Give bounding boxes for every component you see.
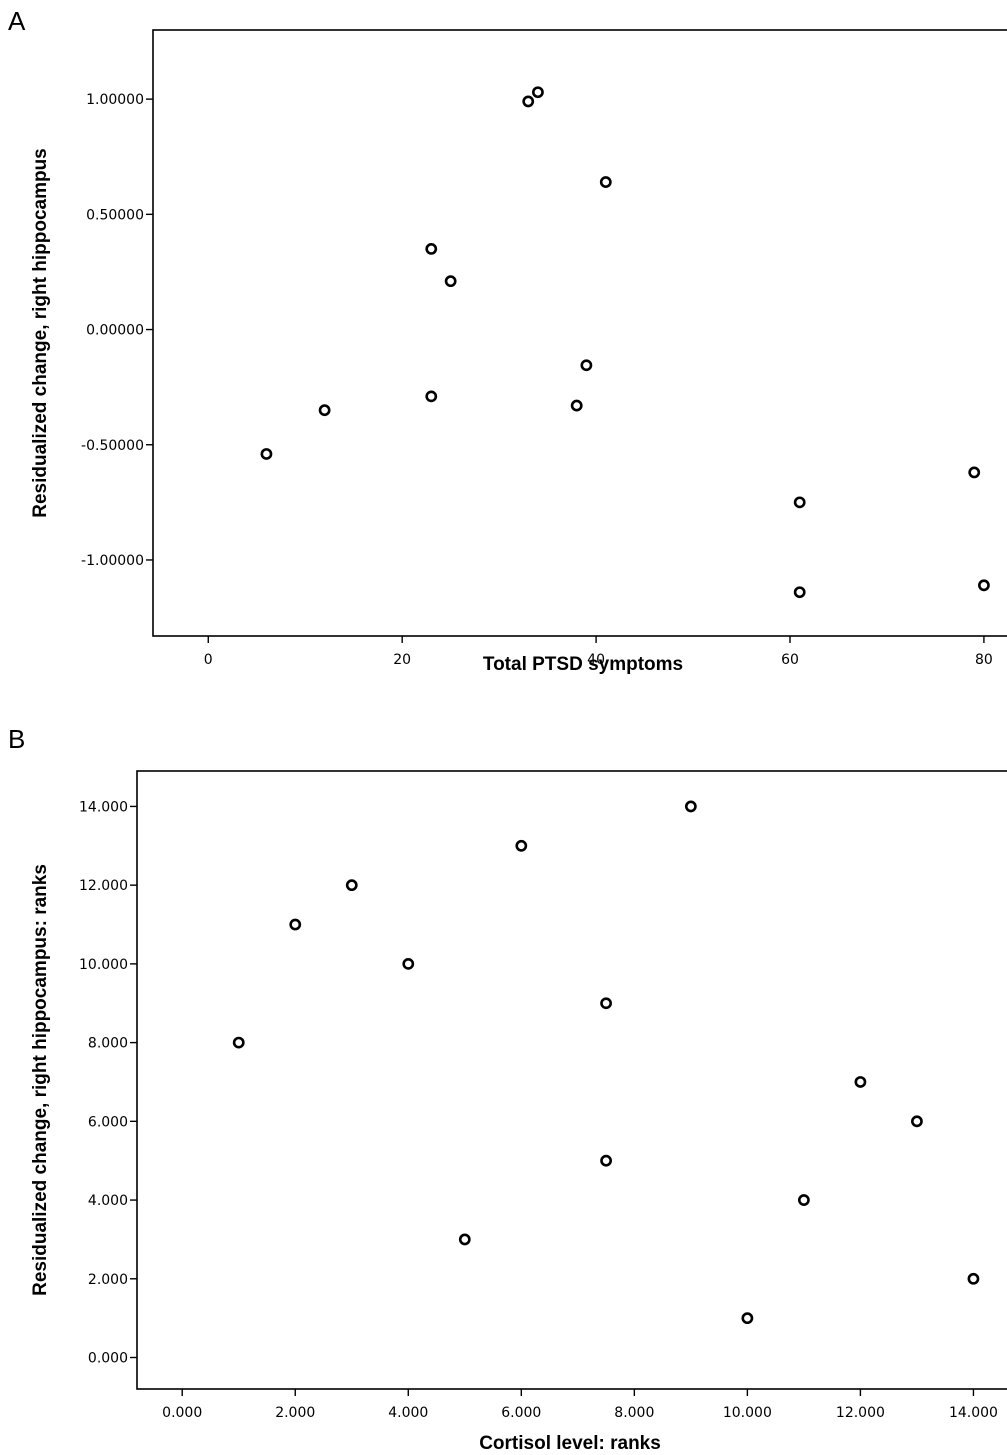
panel-a-data-point xyxy=(793,586,806,599)
panel-a-x-tick-label: 20 xyxy=(393,652,411,668)
panel-b-data-point xyxy=(345,879,358,892)
panel-b-data-point xyxy=(911,1115,923,1128)
panel-a-data-point xyxy=(444,275,457,288)
panel-a-x-tick-label: 80 xyxy=(975,652,993,668)
panel-b-data-point xyxy=(402,957,415,970)
panel-a-data-point xyxy=(425,242,438,255)
panel-a-x-axis-title: Total PTSD symptoms xyxy=(483,654,683,675)
panel-b-x-tick-label: 0.000 xyxy=(162,1405,202,1421)
panel-b-x-tick-label: 12.000 xyxy=(836,1405,885,1421)
panel-b-x-tick-label: 2.000 xyxy=(275,1405,315,1421)
panel-a-y-axis-title: Residualized change, right hippocampus xyxy=(30,148,51,518)
panel-b-plot-frame xyxy=(136,770,1007,1390)
panel-b-y-tick-label: 6.000 xyxy=(88,1114,128,1130)
panel-a-data-point xyxy=(260,448,273,460)
panel-b-y-tick-label: 4.000 xyxy=(88,1193,128,1209)
panel-a-y-tick-label: 0.50000 xyxy=(86,207,144,223)
panel-a-data-point xyxy=(318,404,331,417)
panel-b-y-tick-label: 14.000 xyxy=(79,799,128,815)
panel-b: B 0.000 2.000 4.000 6.000 8.000 10.000 12.000 1… xyxy=(8,724,1007,1454)
panel-b-y-tick-label: 8.000 xyxy=(88,1036,128,1052)
panel-a-x-tick-label: 40 xyxy=(587,652,605,668)
panel-b-data-point xyxy=(967,1272,980,1285)
panel-b-data-point xyxy=(741,1312,754,1325)
panel-b-ticks: 0.000 2.000 4.000 6.000 8.000 10.000 12.000 14.… xyxy=(79,799,998,1421)
panel-a-data-point xyxy=(425,390,438,403)
panel-b-x-tick-label: 4.000 xyxy=(388,1405,428,1421)
panel-a: A 0 20 40 60 80 1.00000 0.50000 0.00000 -0.50000… xyxy=(8,6,1007,675)
panel-b-x-axis-title: Cortisol level: ranks xyxy=(479,1433,661,1454)
panel-b-data-point xyxy=(797,1194,810,1206)
panel-b-y-tick-label: 2.000 xyxy=(88,1272,128,1288)
panel-b-letter: B xyxy=(8,724,25,754)
panel-a-letter: A xyxy=(8,6,26,36)
panel-a-data-point xyxy=(580,359,593,372)
panel-a-data-point xyxy=(793,496,806,509)
panel-b-data-point xyxy=(289,918,302,931)
panel-b-x-tick-label: 8.000 xyxy=(614,1405,654,1421)
panel-a-points xyxy=(260,86,990,599)
panel-a-data-point xyxy=(570,399,583,412)
panel-a-data-point xyxy=(968,466,981,479)
panel-a-data-point xyxy=(532,86,544,99)
panel-a-data-point xyxy=(599,176,612,188)
panel-b-x-tick-label: 14.000 xyxy=(949,1405,998,1421)
panel-a-data-point xyxy=(522,95,535,108)
panel-b-points xyxy=(232,800,980,1325)
panel-b-x-tick-label: 10.000 xyxy=(723,1405,772,1421)
panel-a-y-tick-label: -1.00000 xyxy=(81,553,144,569)
panel-b-data-point xyxy=(515,839,528,852)
panel-b-y-axis-title: Residualized change, right hippocampus: … xyxy=(30,864,51,1296)
panel-a-plot-frame xyxy=(152,29,1007,637)
panel-b-data-point xyxy=(232,1036,245,1049)
panel-a-x-tick-label: 60 xyxy=(781,652,799,668)
panel-a-y-tick-label: 1.00000 xyxy=(86,92,144,108)
panel-b-data-point xyxy=(600,997,612,1010)
panel-b-data-point xyxy=(854,1076,867,1088)
panel-a-x-tick-label: 0 xyxy=(204,652,213,668)
panel-b-y-tick-label: 0.000 xyxy=(88,1351,128,1367)
panel-b-data-point xyxy=(684,800,697,813)
panel-b-x-tick-label: 6.000 xyxy=(501,1405,541,1421)
panel-b-data-point xyxy=(458,1233,471,1246)
panel-b-y-tick-label: 10.000 xyxy=(79,957,128,973)
panel-a-ticks: 0 20 40 60 80 1.00000 0.50000 0.00000 -0.50000 -1… xyxy=(81,92,993,668)
panel-a-data-point xyxy=(978,579,990,592)
panel-a-y-tick-label: -0.50000 xyxy=(81,438,144,454)
panel-b-data-point xyxy=(600,1154,612,1167)
panel-b-y-tick-label: 12.000 xyxy=(79,878,128,894)
panel-a-y-tick-label: 0.00000 xyxy=(86,323,144,339)
